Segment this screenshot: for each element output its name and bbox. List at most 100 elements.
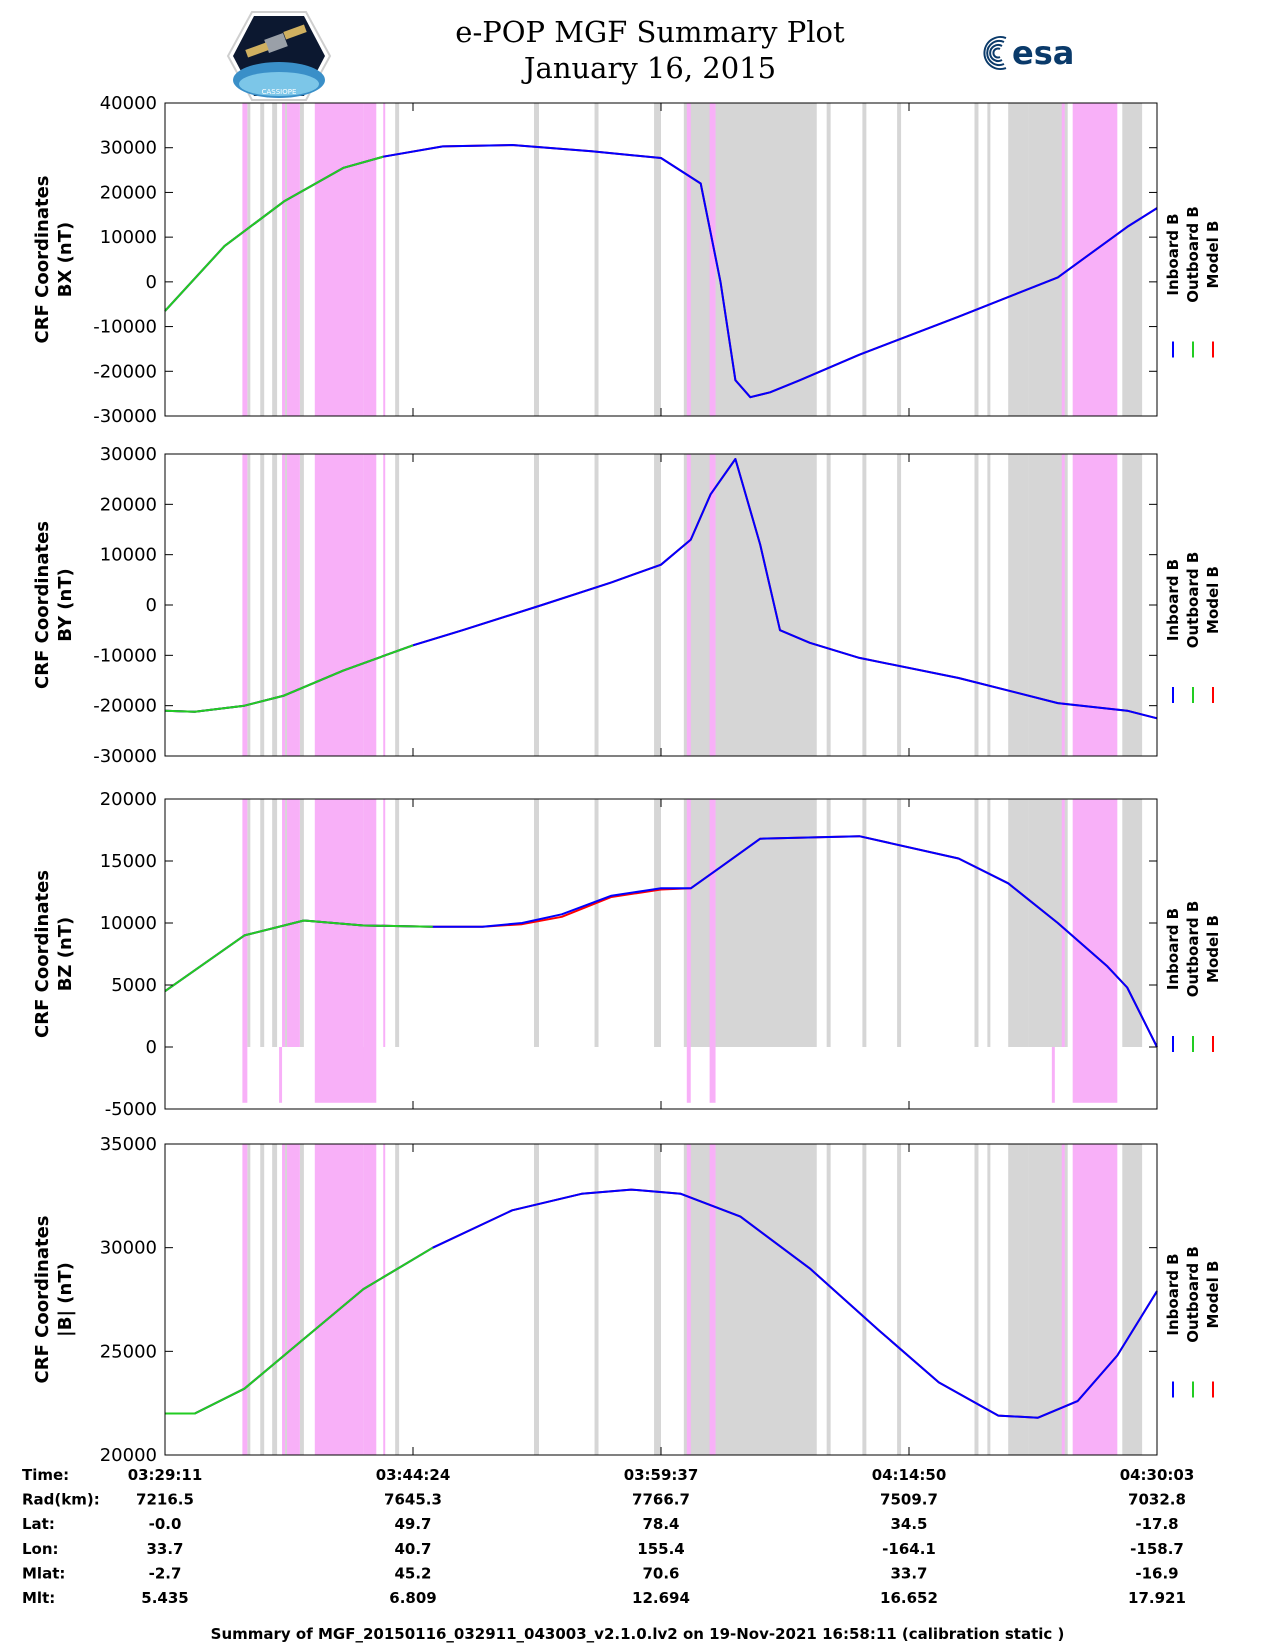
pink-band (686, 799, 691, 1047)
table-cell: 03:44:24 (376, 1466, 451, 1484)
y-tick-label: -5000 (105, 1099, 157, 1120)
table-cell: 33.7 (146, 1540, 183, 1558)
gray-band (720, 103, 817, 416)
y-tick-label: 35000 (100, 1134, 157, 1155)
pink-band (287, 1144, 300, 1455)
table-cell: 16.652 (880, 1589, 938, 1607)
y-axis-label: CRF Coordinates BX (nT) (32, 176, 76, 344)
y-tick-label: -10000 (93, 645, 157, 666)
y-tick-label: 10000 (100, 913, 157, 934)
gray-band (260, 454, 265, 756)
pink-band (686, 103, 691, 416)
gray-band (594, 1144, 599, 1455)
table-cell: 17.921 (1128, 1589, 1186, 1607)
gray-band (897, 1144, 902, 1455)
table-cell: 34.5 (890, 1515, 927, 1533)
gray-band (395, 454, 400, 756)
y-axis-label-line: BZ (nT) (55, 917, 76, 992)
y-tick-label: -30000 (93, 746, 157, 767)
table-cell: 03:29:11 (128, 1466, 203, 1484)
gray-band (974, 103, 979, 416)
outboard-b-line (165, 1246, 434, 1415)
gray-band (826, 454, 831, 756)
gray-band (1122, 1144, 1143, 1455)
pink-band (709, 799, 716, 1047)
gray-band (534, 799, 539, 1047)
legend-labels: Inboard B Outboard B Model B (1164, 1246, 1222, 1343)
pink-band-below-zero (314, 1047, 377, 1103)
gray-band (987, 454, 991, 756)
pink-band (383, 454, 386, 756)
gray-band (1122, 103, 1143, 416)
pink-band (709, 1144, 716, 1455)
gray-band (1028, 103, 1063, 416)
table-cell: 45.2 (394, 1564, 431, 1582)
gray-band (826, 103, 831, 416)
table-cell: 6.809 (389, 1589, 436, 1607)
pink-band (363, 799, 377, 1047)
gray-band (897, 454, 902, 756)
panel-1: -30000 -20000 -10000 0 10000 20000 30000 40000 C… (32, 93, 1222, 427)
y-tick-label: 10000 (100, 545, 157, 566)
gray-band (534, 1144, 539, 1455)
y-tick-label: 0 (146, 595, 157, 616)
y-tick-label: -10000 (93, 317, 157, 338)
pink-band (1072, 1144, 1118, 1455)
table-cell: 7645.3 (384, 1491, 442, 1509)
gray-band (974, 799, 979, 1047)
y-tick-label: 30000 (100, 138, 157, 159)
y-tick-label: -30000 (93, 406, 157, 427)
table-cell: 5.435 (141, 1589, 188, 1607)
gray-band (720, 1144, 817, 1455)
gray-band (720, 799, 817, 1047)
legend-label: Inboard B (1164, 908, 1182, 990)
gray-band (594, 799, 599, 1047)
gray-band (862, 103, 867, 416)
pink-band-below-zero (242, 1047, 248, 1103)
gray-band (299, 454, 304, 756)
y-axis-label-line: CRF Coordinates (32, 870, 53, 1038)
gray-band (720, 454, 817, 756)
pink-band (1072, 454, 1118, 756)
gray-band (987, 799, 991, 1047)
esa-swirl-icon (983, 36, 1007, 70)
gray-band (272, 103, 278, 416)
gray-band (654, 1144, 661, 1455)
row-label: Mlat: (22, 1564, 65, 1582)
table-cell: 70.6 (642, 1564, 679, 1582)
legend-label: Outboard B (1184, 552, 1202, 649)
table-cell: 7766.7 (632, 1491, 690, 1509)
legend-label: Outboard B (1184, 1246, 1202, 1343)
pink-band-below-zero (1072, 1047, 1118, 1103)
cassiope-logo-text: CASSIOPE (262, 88, 297, 96)
gray-band (247, 799, 251, 1047)
title-block: e-POP MGF Summary Plot January 16, 2015 (300, 14, 1000, 86)
pink-band (287, 454, 300, 756)
gray-band (247, 103, 251, 416)
row-label: Time: (22, 1466, 69, 1484)
y-axis-label-line: CRF Coordinates (32, 1216, 53, 1384)
table-cell: 40.7 (394, 1540, 431, 1558)
gray-band (974, 1144, 979, 1455)
legend-labels: Inboard B Outboard B Model B (1164, 901, 1222, 998)
legend-label: Model B (1204, 566, 1222, 634)
gray-band (299, 1144, 304, 1455)
esa-logo-text: esa (1012, 34, 1074, 72)
gray-band (395, 799, 400, 1047)
gray-band (260, 1144, 265, 1455)
row-label: Lon: (22, 1540, 59, 1558)
gray-band (1008, 103, 1029, 416)
y-tick-label: 20000 (100, 494, 157, 515)
gray-band (897, 103, 902, 416)
pink-band (363, 1144, 377, 1455)
panel-3: -5000 0 5000 10000 15000 20000 CRF Coordinates… (32, 789, 1222, 1120)
gray-band (272, 454, 278, 756)
panel-2: -30000 -20000 -10000 0 10000 20000 30000 CRF Co… (32, 444, 1222, 767)
table-cell: -164.1 (882, 1540, 936, 1558)
gray-band (1008, 1144, 1029, 1455)
y-tick-label: 0 (146, 1037, 157, 1058)
gray-band (654, 103, 661, 416)
table-cell: 78.4 (642, 1515, 679, 1533)
y-tick-label: 40000 (100, 93, 157, 114)
